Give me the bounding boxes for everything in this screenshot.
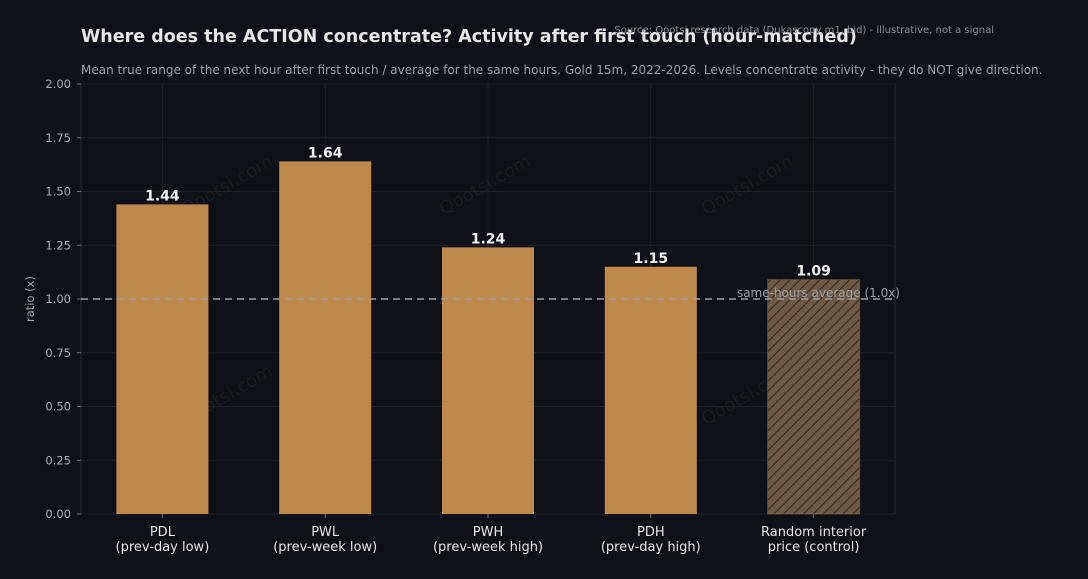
chart-source: Source: Qootsi research data (Dukascopy … <box>614 25 994 36</box>
bar <box>604 266 697 514</box>
y-tick-label: 0.00 <box>45 507 71 521</box>
bars-group <box>116 161 861 515</box>
x-axis-ticks: PDL(prev-day low)PWL(prev-week low)PWH(p… <box>116 514 867 555</box>
y-axis-ticks: 0.00 0.25 0.50 0.75 1.00 1.25 1.50 1.75 2.00 <box>45 77 81 521</box>
y-tick-label: 0.50 <box>45 400 71 414</box>
x-tick-label: (prev-week high) <box>433 540 543 555</box>
chart-subtitle: Mean true range of the next hour after f… <box>81 63 1042 77</box>
x-tick-label: PDL <box>150 525 176 540</box>
x-tick-label: PWH <box>473 525 503 540</box>
reference-line-group: same-hours average (1.0x) <box>81 286 900 300</box>
y-tick-label: 0.25 <box>45 453 71 467</box>
bar-control <box>767 279 861 515</box>
bar <box>442 247 534 514</box>
bar-value-label: 1.15 <box>634 251 669 267</box>
bar <box>116 204 209 514</box>
y-tick-label: 1.75 <box>45 131 71 145</box>
x-tick-label: price (control) <box>768 540 860 555</box>
x-tick-label: (prev-week low) <box>273 540 377 555</box>
x-tick-label: PWL <box>311 525 340 540</box>
watermark-text: Qootsi.com <box>436 151 535 220</box>
y-tick-label: 1.25 <box>45 238 71 252</box>
reference-line-label: same-hours average (1.0x) <box>737 286 900 300</box>
bar-value-label: 1.09 <box>796 264 831 280</box>
bar-value-label: 1.24 <box>471 231 506 247</box>
x-tick-label: Random interior <box>761 525 867 540</box>
x-tick-label: PDH <box>637 525 665 540</box>
bar-value-label: 1.64 <box>308 145 343 161</box>
bar <box>279 161 372 514</box>
watermark-text: Qootsi.com <box>698 151 797 220</box>
x-tick-label: (prev-day high) <box>601 540 701 555</box>
chart-title: Where does the ACTION concentrate? Activ… <box>81 27 857 47</box>
y-tick-label: 1.50 <box>45 185 71 199</box>
y-tick-label: 1.00 <box>45 292 71 306</box>
y-axis-label: ratio (x) <box>23 276 37 322</box>
value-labels: 1.44 1.64 1.24 1.15 1.09 <box>145 145 831 279</box>
bar-value-label: 1.44 <box>145 188 180 204</box>
y-tick-label: 2.00 <box>45 77 71 91</box>
x-tick-label: (prev-day low) <box>116 540 210 555</box>
y-tick-label: 0.75 <box>45 346 71 360</box>
